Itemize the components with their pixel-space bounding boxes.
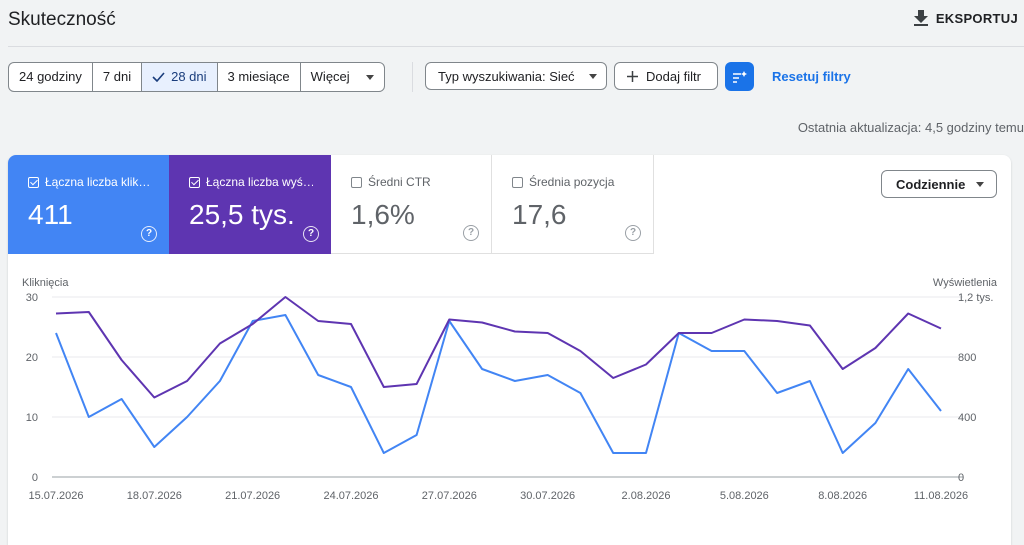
caret-down-icon — [976, 181, 984, 187]
last-update-text: Ostatnia aktualizacja: 4,5 godziny temu — [797, 120, 1024, 135]
metric-label: Średni CTR — [368, 175, 431, 189]
metric-value: 17,6 — [512, 199, 567, 230]
checkbox-icon[interactable] — [28, 176, 39, 188]
filter-list-icon — [732, 70, 747, 83]
caret-down-icon — [588, 73, 597, 79]
filter-options-button[interactable] — [725, 62, 754, 91]
y-right-axis-label: Wyświetlenia — [933, 277, 998, 289]
x-tick-label: 18.07.2026 — [127, 490, 182, 502]
y-right-tick-label: 400 — [958, 412, 976, 424]
metric-label: Łączna liczba wyś… — [206, 175, 313, 189]
metric-tile-impressions[interactable]: Łączna liczba wyś… 25,5 tys. ? — [169, 155, 331, 254]
metric-label: Łączna liczba klik… — [45, 175, 151, 189]
date-range-3m[interactable]: 3 miesiące — [218, 63, 301, 91]
export-button[interactable]: EKSPORTUJ — [913, 10, 1018, 26]
metric-value: 25,5 tys. — [189, 199, 295, 230]
metric-tile-ctr[interactable]: Średni CTR 1,6% ? — [331, 155, 492, 254]
x-tick-label: 24.07.2026 — [323, 490, 378, 502]
checkbox-icon[interactable] — [512, 176, 523, 188]
y-right-tick-label: 800 — [958, 352, 976, 364]
date-range-24h[interactable]: 24 godziny — [9, 63, 93, 91]
toolbar-divider — [412, 62, 413, 92]
metric-value: 411 — [28, 199, 73, 230]
checkbox-icon[interactable] — [189, 176, 200, 188]
add-filter-button[interactable]: Dodaj filtr — [614, 62, 718, 90]
performance-chart: 0 10 20 30 0 400 800 1,2 tys. Kliknięcia Wyświetl… — [22, 277, 998, 502]
help-icon[interactable]: ? — [303, 226, 319, 242]
x-tick-label: 15.07.2026 — [28, 490, 83, 502]
metric-tile-position[interactable]: Średnia pozycja 17,6 ? — [492, 155, 654, 254]
plus-icon — [627, 70, 638, 82]
y-left-tick-label: 10 — [26, 412, 38, 424]
y-left-tick-label: 20 — [26, 352, 38, 364]
x-tick-label: 5.08.2026 — [720, 490, 769, 502]
date-range-7d[interactable]: 7 dni — [93, 63, 143, 91]
help-icon[interactable]: ? — [463, 225, 479, 241]
metric-label: Średnia pozycja — [529, 175, 615, 189]
metric-tile-clicks[interactable]: Łączna liczba klik… 411 ? — [8, 155, 169, 254]
performance-card: Łączna liczba klik… 411 ? Łączna liczba … — [8, 155, 1011, 545]
granularity-dropdown[interactable]: Codziennie — [881, 170, 997, 198]
y-right-tick-label: 1,2 tys. — [958, 292, 993, 304]
caret-down-icon — [365, 74, 374, 80]
date-range-28d[interactable]: 28 dni — [142, 63, 218, 91]
series-line-impressions — [55, 296, 942, 399]
x-tick-label: 8.08.2026 — [818, 490, 867, 502]
page-header: Skuteczność EKSPORTUJ — [0, 0, 1024, 46]
x-tick-label: 2.08.2026 — [622, 490, 671, 502]
reset-filters-link[interactable]: Resetuj filtry — [772, 69, 851, 84]
header-divider — [8, 46, 1024, 47]
metric-value: 1,6% — [351, 199, 415, 230]
y-right-tick-label: 0 — [958, 472, 964, 484]
check-icon — [152, 72, 165, 82]
checkbox-icon[interactable] — [351, 176, 362, 188]
y-left-axis-label: Kliknięcia — [22, 277, 69, 289]
x-tick-label: 27.07.2026 — [422, 490, 477, 502]
page-title: Skuteczność — [8, 9, 116, 30]
export-label: EKSPORTUJ — [935, 10, 1018, 26]
y-left-tick-label: 30 — [26, 292, 38, 304]
help-icon[interactable]: ? — [625, 225, 641, 241]
x-tick-label: 11.08.2026 — [914, 490, 968, 502]
help-icon[interactable]: ? — [141, 226, 157, 242]
date-range-selector: 24 godziny 7 dni 28 dni 3 miesiące Więce… — [8, 62, 385, 92]
x-tick-label: 30.07.2026 — [520, 490, 575, 502]
y-left-tick-label: 0 — [32, 472, 38, 484]
series-line-clicks — [55, 314, 942, 454]
date-range-more[interactable]: Więcej — [301, 63, 384, 91]
x-tick-label: 21.07.2026 — [225, 490, 280, 502]
download-icon — [913, 10, 928, 26]
search-type-filter[interactable]: Typ wyszukiwania: Sieć — [425, 62, 607, 90]
